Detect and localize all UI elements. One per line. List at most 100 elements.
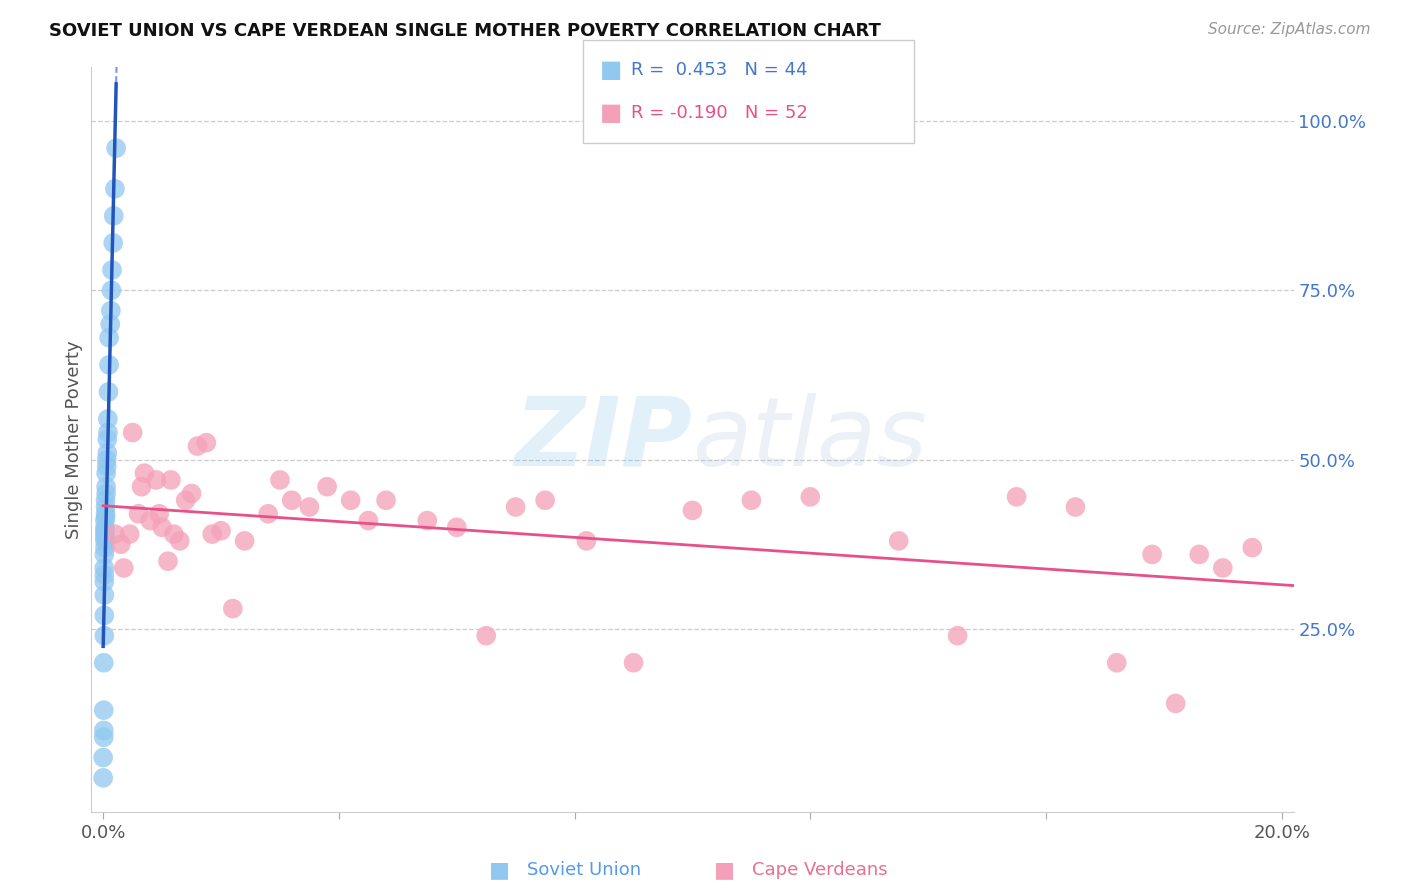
Point [98, 317, 121, 331]
Point [93, 567, 115, 582]
Point [104, 182, 127, 196]
Point [180, 486, 202, 500]
Point [357, 514, 380, 528]
Point [93, 703, 115, 717]
Point [94, 527, 117, 541]
Point [575, 533, 598, 548]
Point [186, 439, 208, 453]
Point [222, 601, 245, 615]
Point [93, 629, 115, 643]
Point [201, 527, 224, 541]
Point [94, 514, 117, 528]
Point [1241, 541, 1264, 555]
Point [97, 425, 120, 440]
Point [1005, 490, 1028, 504]
Point [257, 507, 280, 521]
Point [269, 473, 291, 487]
Point [145, 473, 167, 487]
Text: Source: ZipAtlas.com: Source: ZipAtlas.com [1208, 22, 1371, 37]
Point [100, 284, 122, 298]
Point [93, 730, 115, 744]
Point [169, 533, 191, 548]
Point [112, 561, 135, 575]
Point [148, 507, 170, 521]
Point [96, 433, 118, 447]
Point [121, 425, 143, 440]
Point [94, 500, 117, 514]
Point [93, 561, 115, 575]
Point [94, 541, 117, 555]
Point [94, 486, 117, 500]
Point [1064, 500, 1087, 514]
Point [163, 527, 186, 541]
Point [475, 629, 498, 643]
Point [160, 473, 183, 487]
Point [1212, 561, 1234, 575]
Point [94, 480, 117, 494]
Point [156, 554, 179, 568]
Point [740, 493, 762, 508]
Point [94, 524, 117, 538]
Text: ■: ■ [600, 102, 623, 125]
Point [150, 520, 173, 534]
Point [1164, 697, 1187, 711]
Point [103, 209, 125, 223]
Point [174, 493, 197, 508]
Y-axis label: Single Mother Poverty: Single Mother Poverty [65, 340, 83, 539]
Point [139, 514, 162, 528]
Point [134, 466, 156, 480]
Point [98, 331, 121, 345]
Point [623, 656, 645, 670]
Point [446, 520, 468, 534]
Point [534, 493, 557, 508]
Point [101, 263, 124, 277]
Point [233, 533, 256, 548]
Point [93, 608, 115, 623]
Text: SOVIET UNION VS CAPE VERDEAN SINGLE MOTHER POVERTY CORRELATION CHART: SOVIET UNION VS CAPE VERDEAN SINGLE MOTH… [49, 22, 882, 40]
Point [94, 507, 117, 521]
Point [105, 141, 128, 155]
Point [93, 656, 115, 670]
Point [104, 527, 127, 541]
Text: R =  0.453   N = 44: R = 0.453 N = 44 [631, 61, 808, 78]
Point [91, 750, 114, 764]
Point [280, 493, 302, 508]
Point [209, 524, 232, 538]
Text: ■: ■ [714, 860, 734, 880]
Point [128, 507, 150, 521]
Point [91, 771, 114, 785]
Point [94, 493, 117, 508]
Point [100, 303, 122, 318]
Point [505, 500, 527, 514]
Point [94, 466, 117, 480]
Text: Soviet Union: Soviet Union [527, 861, 641, 879]
Text: ZIP: ZIP [515, 392, 692, 486]
Text: Cape Verdeans: Cape Verdeans [752, 861, 887, 879]
Text: atlas: atlas [692, 392, 928, 486]
Point [1105, 656, 1128, 670]
Point [195, 435, 218, 450]
Point [93, 548, 115, 562]
Point [96, 446, 118, 460]
Point [799, 490, 821, 504]
Point [416, 514, 439, 528]
Point [110, 537, 132, 551]
Point [946, 629, 969, 643]
Point [1140, 548, 1163, 562]
Point [375, 493, 398, 508]
Point [1188, 548, 1211, 562]
Text: ■: ■ [489, 860, 509, 880]
Point [98, 358, 121, 372]
Point [103, 235, 125, 250]
Text: R = -0.190   N = 52: R = -0.190 N = 52 [631, 104, 808, 122]
Point [96, 459, 118, 474]
Point [94, 520, 117, 534]
Point [93, 574, 115, 589]
Point [94, 533, 117, 548]
Point [118, 527, 141, 541]
Point [298, 500, 321, 514]
Point [93, 588, 115, 602]
Point [97, 384, 120, 399]
Point [887, 533, 910, 548]
Point [93, 723, 115, 738]
